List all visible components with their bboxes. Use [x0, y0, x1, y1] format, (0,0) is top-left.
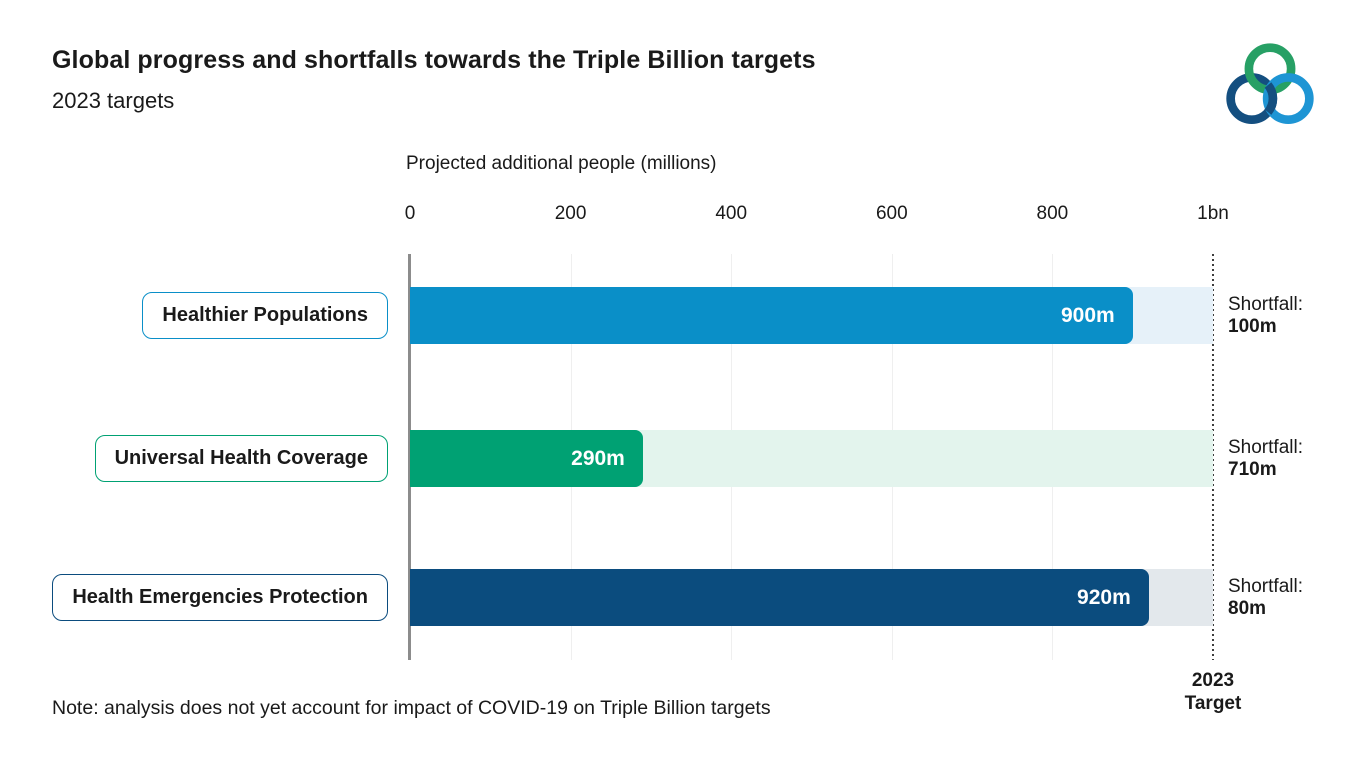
shortfall-annotation: Shortfall: 100m: [1228, 287, 1303, 344]
shortfall-value: 100m: [1228, 315, 1277, 337]
category-label: Healthier Populations: [162, 304, 368, 326]
x-axis-title: Projected additional people (millions): [406, 153, 717, 174]
bar-value-label: 900m: [1060, 303, 1115, 327]
shortfall-value: 710m: [1228, 458, 1277, 480]
category-label: Health Emergencies Protection: [72, 586, 368, 608]
x-tick-label: 0: [404, 203, 416, 224]
category-box: Health Emergencies Protection: [52, 574, 388, 621]
footnote: Note: analysis does not yet account for …: [52, 697, 771, 719]
triple-billion-logo-icon: [1226, 43, 1314, 124]
page-subtitle: 2023 targets: [52, 88, 175, 113]
progress-bar: 900m: [410, 287, 1133, 344]
x-tick-label: 600: [875, 203, 908, 224]
x-tick-label: 1bn: [1197, 203, 1229, 224]
plot-area: 900m Healthier Populations Shortfall: 10…: [0, 254, 1366, 660]
bar-row-universal-health-coverage: 290m Universal Health Coverage Shortfall…: [0, 430, 1366, 487]
shortfall-value: 80m: [1228, 597, 1267, 619]
shortfall-annotation: Shortfall: 80m: [1228, 569, 1303, 626]
progress-bar: 920m: [410, 569, 1149, 626]
y-axis-line: [408, 254, 411, 660]
category-label: Universal Health Coverage: [114, 447, 368, 469]
shortfall-prefix: Shortfall:: [1228, 293, 1303, 315]
bar-row-health-emergencies-protection: 920m Health Emergencies Protection Short…: [0, 569, 1366, 626]
category-box: Healthier Populations: [142, 292, 388, 339]
target-year-label: 2023 Target: [1184, 670, 1242, 714]
x-tick-label: 400: [715, 203, 748, 224]
shortfall-prefix: Shortfall:: [1228, 436, 1303, 458]
bar-row-healthier-populations: 900m Healthier Populations Shortfall: 10…: [0, 287, 1366, 344]
progress-bar: 290m: [410, 430, 643, 487]
x-axis-ticks: 0 200 400 600 800 1bn: [0, 203, 1366, 229]
category-box: Universal Health Coverage: [94, 435, 388, 482]
bar-value-label: 290m: [571, 446, 625, 470]
shortfall-annotation: Shortfall: 710m: [1228, 430, 1303, 487]
target-dotted-line: [1212, 254, 1214, 660]
x-tick-label: 800: [1036, 203, 1069, 224]
page-title: Global progress and shortfalls towards t…: [52, 46, 816, 74]
bar-value-label: 920m: [1077, 585, 1131, 609]
shortfall-prefix: Shortfall:: [1228, 575, 1303, 597]
x-tick-label: 200: [554, 203, 587, 224]
